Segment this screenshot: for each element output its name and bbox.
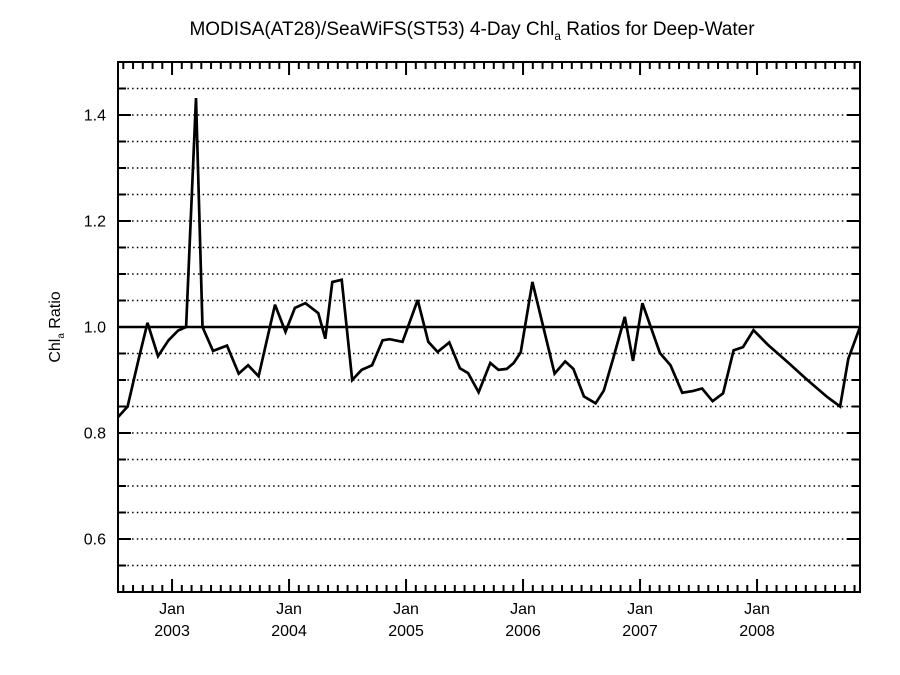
x-tick-label: Jan 2008 [739,601,775,640]
chart-title-text: MODISA(AT28)/SeaWiFS(ST53) 4-Day Chl [189,19,555,40]
data-series-line [116,97,862,419]
y-tick-label: 1.4 [84,108,106,125]
x-ticks [122,62,856,592]
x-tick-label: Jan 2005 [388,601,424,640]
y-gridlines [118,87,860,567]
chart-title-subscript: a [554,29,561,43]
y-axis-title-subscript: a [56,333,68,339]
y-axis-title-text-2: Ratio [46,291,64,334]
chart-title: MODISA(AT28)/SeaWiFS(ST53) 4-Day Chla Ra… [100,19,844,43]
x-tick-label: Jan 2006 [505,601,541,640]
y-tick-label: 1.0 [84,320,106,337]
x-tick-label: Jan 2004 [271,601,307,640]
y-tick-label: 0.6 [84,532,106,549]
y-tick-label: 0.8 [84,426,106,443]
y-axis-title: Chla Ratio [47,291,67,362]
x-tick-labels: Jan 2003 Jan 2004 Jan 2005 Jan 2006 Jan 2007 Jan 20… [154,601,775,640]
x-tick-label: Jan 2007 [622,601,658,640]
y-tick-labels: 0.6 0.8 1.0 1.2 1.4 [84,108,106,549]
chart-title-text-2: Ratios for Deep-Water [560,19,755,40]
y-tick-label: 1.2 [84,214,106,231]
x-tick-label: Jan 2003 [154,601,190,640]
y-axis-title-text: Chl [46,338,64,363]
